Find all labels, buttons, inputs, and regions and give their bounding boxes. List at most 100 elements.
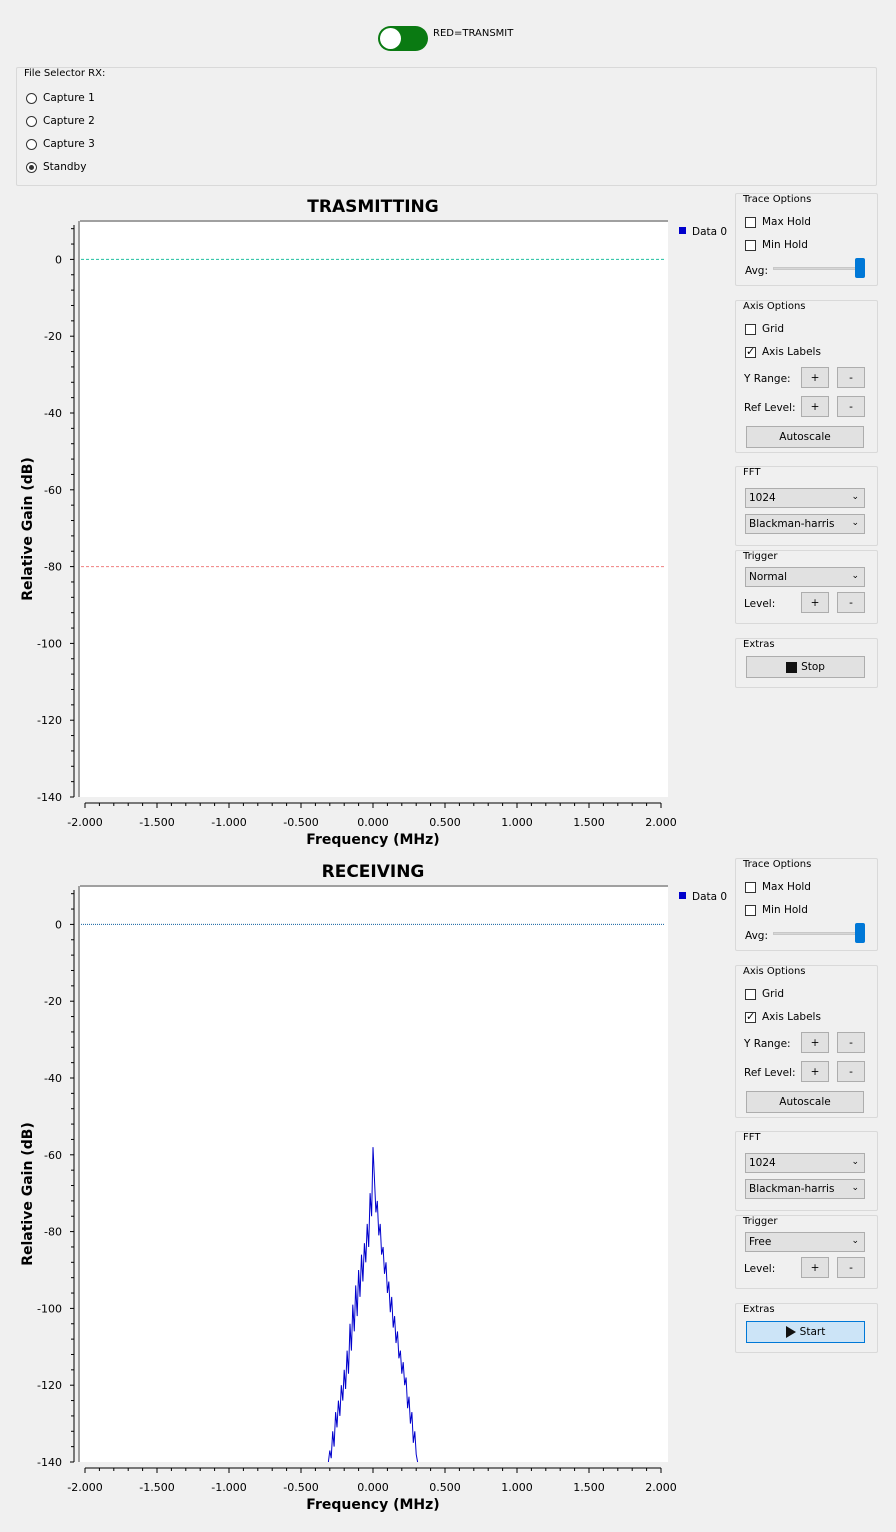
avg-slider-thumb[interactable] — [855, 258, 865, 278]
checkbox-label: Min Hold — [762, 239, 808, 251]
start-button[interactable]: Start — [746, 1321, 865, 1343]
x-tick-label: -1.500 — [139, 1481, 174, 1494]
y-tick-label: -60 — [44, 484, 62, 497]
radio-circle[interactable] — [26, 161, 37, 173]
trigger-mode-value: Normal — [749, 571, 787, 583]
legend-label: Data 0 — [692, 226, 727, 238]
radio-capture-2[interactable]: Capture 2 — [26, 115, 95, 127]
radio-standby[interactable]: Standby — [26, 161, 86, 173]
y-tick-label: -20 — [44, 330, 62, 343]
min-hold-checkbox[interactable]: Min Hold — [745, 904, 808, 916]
trace-options-group — [735, 858, 878, 951]
ref-level-minus-button[interactable]: - — [837, 1061, 865, 1082]
trigger-level-plus-button[interactable]: + — [801, 592, 829, 613]
legend-swatch — [679, 892, 686, 899]
toggle-knob — [380, 28, 401, 49]
checkbox-label: Min Hold — [762, 904, 808, 916]
y-tick-label: -120 — [37, 714, 62, 727]
chevron-down-icon: ⌄ — [851, 1157, 859, 1167]
checkbox-label: Max Hold — [762, 216, 811, 228]
y-range-label: Y Range: — [744, 1038, 791, 1050]
x-axis-label: Frequency (MHz) — [306, 832, 439, 848]
avg-slider-track[interactable] — [773, 267, 863, 270]
max-hold-checkbox[interactable]: Max Hold — [745, 881, 811, 893]
fft-window-value: Blackman-harris — [749, 1183, 835, 1195]
y-range-minus-button[interactable]: - — [837, 367, 865, 388]
ref-level-plus-button[interactable]: + — [801, 396, 829, 417]
radio-circle[interactable] — [26, 115, 37, 127]
autoscale-button[interactable]: Autoscale — [746, 426, 864, 448]
checkbox-box[interactable] — [745, 988, 756, 1000]
extras-button-label: Stop — [801, 661, 825, 673]
extras-title: Extras — [743, 639, 775, 650]
fft-size-select[interactable]: 1024 ⌄ — [745, 488, 865, 508]
grid-checkbox[interactable]: Grid — [745, 988, 784, 1000]
y-tick-label: -100 — [37, 1302, 62, 1315]
stop-button[interactable]: Stop — [746, 656, 865, 678]
trigger-level-label: Level: — [744, 598, 776, 610]
radio-capture-1[interactable]: Capture 1 — [26, 92, 95, 104]
axis-labels-checkbox[interactable]: Axis Labels — [745, 1010, 821, 1023]
y-tick-label: -120 — [37, 1379, 62, 1392]
axis-options-group — [735, 965, 878, 1118]
y-tick-label: 0 — [55, 253, 62, 266]
trigger-mode-select[interactable]: Normal ⌄ — [745, 567, 865, 587]
x-tick-label: 0.000 — [357, 1481, 389, 1494]
checkbox-label: Grid — [762, 988, 785, 1000]
y-range-minus-button[interactable]: - — [837, 1032, 865, 1053]
y-tick-label: -80 — [44, 1226, 62, 1239]
checkbox-box[interactable] — [745, 345, 756, 358]
fft-window-select[interactable]: Blackman-harris ⌄ — [745, 514, 865, 534]
autoscale-button[interactable]: Autoscale — [746, 1091, 864, 1113]
axis-options-group — [735, 300, 878, 453]
y-tick-label: -20 — [44, 995, 62, 1008]
ref-level-minus-button[interactable]: - — [837, 396, 865, 417]
checkbox-box[interactable] — [745, 904, 756, 916]
y-axis-label: Relative Gain (dB) — [20, 457, 36, 601]
axis-options-title: Axis Options — [743, 966, 806, 977]
y-range-plus-button[interactable]: + — [801, 1032, 829, 1053]
avg-slider-track[interactable] — [773, 932, 863, 935]
checkbox-box[interactable] — [745, 216, 756, 228]
trigger-mode-select[interactable]: Free ⌄ — [745, 1232, 865, 1252]
max-hold-checkbox[interactable]: Max Hold — [745, 216, 811, 228]
x-tick-label: 1.000 — [501, 816, 533, 829]
trace-options-group — [735, 193, 878, 286]
checkbox-box[interactable] — [745, 1010, 756, 1023]
axis-labels-checkbox[interactable]: Axis Labels — [745, 345, 821, 358]
checkbox-box[interactable] — [745, 239, 756, 251]
ref-level-label: Ref Level: — [744, 402, 796, 414]
fft-group — [735, 1131, 878, 1211]
x-tick-label: 1.500 — [573, 816, 605, 829]
y-tick-label: -60 — [44, 1149, 62, 1162]
avg-label: Avg: — [745, 265, 768, 277]
y-tick-label: -100 — [37, 637, 62, 650]
y-tick-label: -40 — [44, 1072, 62, 1085]
fft-window-select[interactable]: Blackman-harris ⌄ — [745, 1179, 865, 1199]
transmit-spectrum-plot: TRASMITTING 0 -20 -40 -60 -80 -100 -120 -140 -2.0… — [20, 197, 727, 848]
radio-circle[interactable] — [26, 138, 37, 150]
transmit-toggle[interactable] — [378, 26, 428, 51]
x-axis-label: Frequency (MHz) — [306, 1497, 439, 1513]
trigger-group — [735, 1215, 878, 1289]
checkbox-box[interactable] — [745, 323, 756, 335]
avg-slider-thumb[interactable] — [855, 923, 865, 943]
trigger-level-plus-button[interactable]: + — [801, 1257, 829, 1278]
y-tick-label: -140 — [37, 1456, 62, 1469]
trigger-title: Trigger — [743, 1216, 778, 1227]
y-range-plus-button[interactable]: + — [801, 367, 829, 388]
legend-label: Data 0 — [692, 891, 727, 903]
checkbox-box[interactable] — [745, 881, 756, 893]
chevron-down-icon: ⌄ — [851, 571, 859, 581]
trigger-level-minus-button[interactable]: - — [837, 1257, 865, 1278]
radio-circle[interactable] — [26, 92, 37, 104]
grid-checkbox[interactable]: Grid — [745, 323, 784, 335]
trigger-level-minus-button[interactable]: - — [837, 592, 865, 613]
ref-level-plus-button[interactable]: + — [801, 1061, 829, 1082]
fft-size-select[interactable]: 1024 ⌄ — [745, 1153, 865, 1173]
fft-title: FFT — [743, 1132, 761, 1143]
radio-capture-3[interactable]: Capture 3 — [26, 138, 95, 150]
checkbox-label: Grid — [762, 323, 785, 335]
extras-group — [735, 1303, 878, 1353]
min-hold-checkbox[interactable]: Min Hold — [745, 239, 808, 251]
